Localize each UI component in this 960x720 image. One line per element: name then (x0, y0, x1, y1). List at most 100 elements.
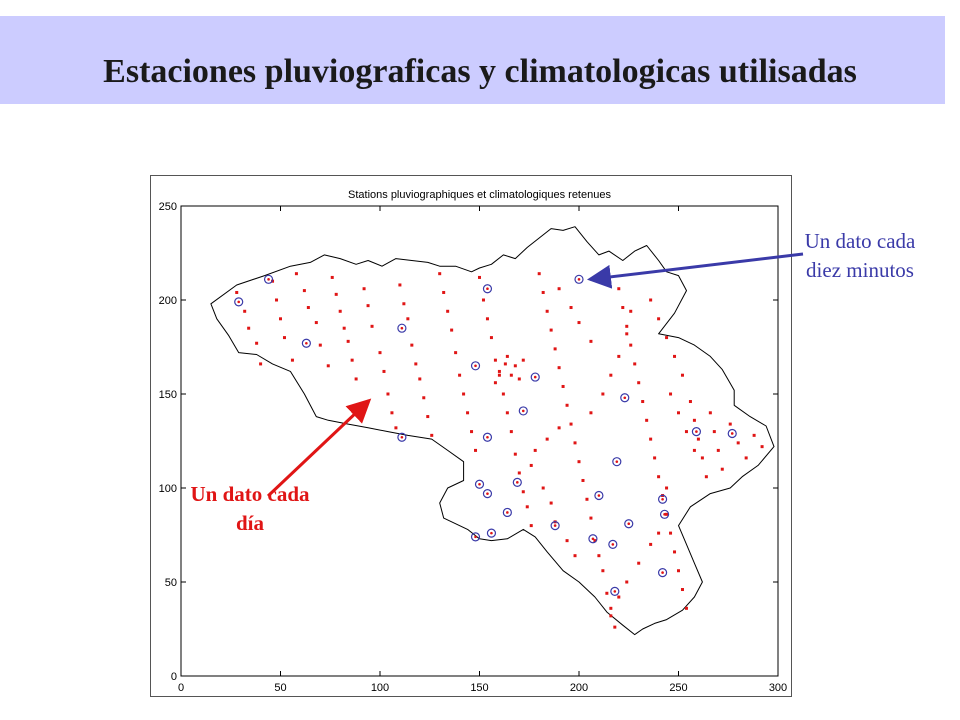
pluviograph-station-center (663, 513, 666, 516)
pluviograph-station-point (657, 494, 668, 504)
pluviograph-station-center (597, 494, 601, 497)
x-tick-label: 0 (178, 682, 184, 694)
daily-station-point (525, 505, 529, 509)
country-border (210, 226, 775, 636)
daily-station-point (677, 411, 680, 415)
pluviograph-station-center (661, 497, 664, 501)
daily-station-point (589, 516, 593, 520)
daily-station-point (577, 460, 581, 464)
pluviograph-station-center (400, 435, 404, 439)
daily-station-point (617, 354, 621, 358)
daily-station-point (657, 475, 661, 479)
daily-annotation: Un dato cada día (190, 482, 310, 535)
daily-station-point (390, 411, 394, 415)
pluviograph-station-point (397, 323, 407, 333)
daily-station-point (509, 373, 513, 377)
x-tick-label: 300 (769, 682, 787, 694)
pluviograph-station-point (608, 539, 618, 549)
x-tick-label: 50 (274, 682, 286, 694)
pluviograph-station-center (474, 535, 477, 539)
pluviograph-station-center (533, 375, 537, 379)
pluviograph-station-center (730, 432, 734, 435)
pluviograph-station-point (612, 457, 622, 467)
daily-station-point (677, 569, 680, 573)
daily-station-point (549, 328, 553, 332)
daily-station-point (442, 290, 446, 294)
pluviograph-station-center (577, 278, 581, 281)
daily-station-point (669, 531, 673, 535)
daily-station-point (279, 317, 282, 321)
daily-station-point (382, 369, 386, 373)
daily-station-point (673, 354, 677, 358)
daily-station-point (378, 351, 382, 355)
daily-station-point (497, 369, 501, 373)
x-tick-label: 250 (669, 682, 687, 694)
daily-station-point (505, 411, 509, 415)
daily-station-point (609, 614, 613, 618)
daily-station-point (712, 430, 716, 434)
daily-station-point (235, 290, 239, 294)
daily-station-point (573, 441, 577, 445)
pluviograph-station-point (594, 490, 604, 501)
pluviograph-station-center (506, 511, 509, 514)
daily-station-point (625, 580, 629, 584)
pluviograph-station-point (502, 507, 512, 518)
daily-station-point (478, 275, 481, 279)
daily-station-point (641, 400, 645, 404)
y-tick-label: 250 (159, 201, 177, 213)
daily-station-point (537, 272, 541, 276)
daily-station-point (617, 287, 621, 291)
daily-station-point (318, 343, 322, 347)
daily-station-point (716, 448, 720, 452)
daily-station-point (565, 539, 569, 543)
pluviograph-station-point (482, 284, 493, 294)
daily-station-point (585, 497, 589, 501)
daily-station-point (474, 448, 478, 452)
daily-station-point (481, 298, 485, 302)
daily-station-point (517, 377, 521, 381)
daily-station-point (529, 463, 533, 467)
pluviograph-station-point (550, 521, 560, 531)
slide-title: Estaciones pluviograficas y climatologic… (103, 53, 857, 90)
daily-station-point (497, 373, 501, 377)
daily-station-point (549, 501, 553, 505)
daily-station-point (645, 418, 649, 422)
pluviograph-station-point (610, 586, 620, 596)
pluviograph-station-point (301, 338, 311, 348)
daily-station-point (553, 347, 557, 351)
daily-station-point (657, 317, 661, 321)
daily-station-point (521, 490, 525, 494)
x-tick-label: 100 (371, 682, 389, 694)
pluviograph-station-point (588, 534, 598, 544)
daily-station-point (569, 422, 573, 426)
daily-station-point (589, 339, 593, 343)
daily-station-point (414, 362, 418, 366)
daily-station-point (597, 554, 601, 558)
daily-station-point (485, 317, 489, 321)
daily-station-point (426, 415, 430, 419)
pluviograph-station-center (478, 482, 481, 486)
daily-station-point (342, 326, 346, 330)
daily-station-point (489, 336, 493, 340)
pluviograph-station-point (659, 509, 670, 519)
pluviograph-station-center (623, 396, 627, 400)
daily-station-point (501, 392, 505, 396)
daily-station-point (621, 306, 625, 310)
daily-station-point (669, 392, 673, 396)
daily-station-point (505, 354, 509, 358)
pluviograph-station-point (470, 532, 481, 542)
daily-station-point (688, 400, 692, 404)
daily-station-point (673, 550, 677, 554)
daily-station-point (450, 328, 454, 332)
pluviograph-station-point (482, 489, 493, 499)
pluviograph-station-point (512, 477, 522, 487)
daily-station-point (462, 392, 466, 396)
chart-figure: Stations pluviographiques et climatologi… (150, 175, 792, 697)
daily-station-point (637, 561, 641, 565)
daily-station-point (346, 339, 350, 343)
pluviograph-station-center (627, 522, 631, 526)
daily-station-point (493, 381, 497, 385)
daily-station-point (657, 531, 661, 535)
daily-station-point (398, 283, 402, 287)
y-tick-label: 200 (159, 295, 177, 307)
